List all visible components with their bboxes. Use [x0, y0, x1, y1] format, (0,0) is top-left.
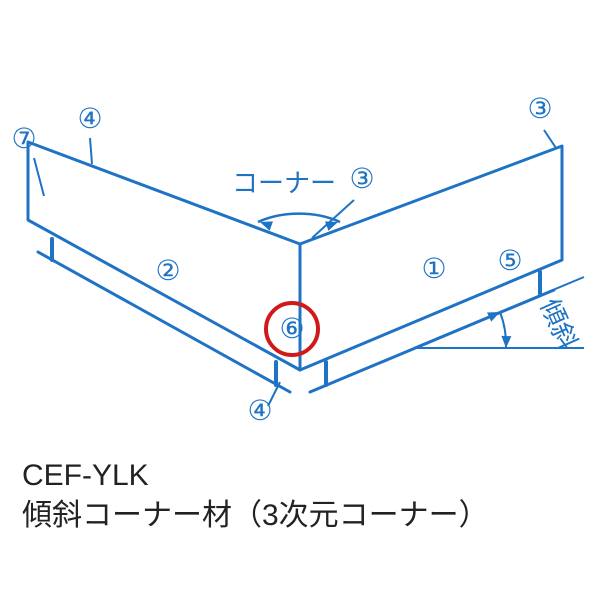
callout-c4a: ④ — [77, 103, 102, 134]
callout-c3a: ③ — [349, 163, 374, 194]
callout-c2: ② — [155, 255, 180, 286]
callout-leader — [544, 130, 556, 148]
callout-c7: ⑦ — [11, 123, 36, 154]
caption-line-1: CEF-YLK — [22, 456, 149, 497]
diagram-stage: コーナー傾斜 ① ② ③ ③ ④ ④ ⑤ ⑥ ⑦ CEF-YLK 傾斜コーナー材（3次元コーナー） — [0, 0, 600, 600]
caption-line-2: 傾斜コーナー材（3次元コーナー） — [22, 496, 489, 537]
callout-c3b: ③ — [527, 93, 552, 124]
callout-leader — [34, 158, 44, 196]
callout-c4b: ④ — [247, 395, 272, 426]
callout-c1: ① — [421, 253, 446, 284]
slope-label: 傾斜 — [535, 294, 584, 354]
callout-c5: ⑤ — [497, 245, 522, 276]
callout-c6: ⑥ — [279, 313, 304, 344]
callout-leader — [90, 138, 92, 164]
corner-label: コーナー — [232, 168, 336, 198]
corner-arc — [258, 214, 340, 222]
